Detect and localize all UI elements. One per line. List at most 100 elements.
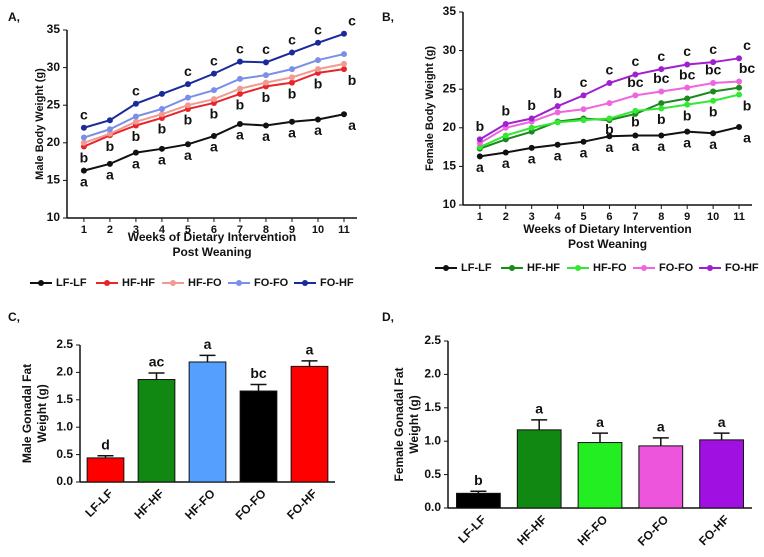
significance-letter: a xyxy=(184,147,192,163)
significance-letter: b xyxy=(158,121,167,137)
marker xyxy=(340,66,347,73)
marker xyxy=(340,51,347,58)
significance-letter: a xyxy=(554,147,562,163)
marker xyxy=(314,66,321,73)
significance-letter: a xyxy=(236,127,244,143)
y-tick-label: 25 xyxy=(443,81,457,95)
x-tick-label: 2 xyxy=(107,224,113,236)
y-tick-label: 1.5 xyxy=(56,392,73,406)
x-tick-label: 3 xyxy=(133,224,139,236)
x-tick-label: 9 xyxy=(289,224,295,236)
x-tick-label: 4 xyxy=(555,211,562,223)
marker xyxy=(236,121,243,127)
marker xyxy=(502,149,509,156)
marker xyxy=(236,85,243,92)
legend-marker xyxy=(38,280,44,286)
significance-letter: a xyxy=(718,414,726,430)
marker xyxy=(658,66,665,73)
marker xyxy=(132,149,139,156)
marker xyxy=(106,126,113,133)
y-tick-label: 35 xyxy=(47,22,61,36)
x-tick-label: HF-FO xyxy=(182,486,218,522)
marker xyxy=(80,167,87,174)
marker xyxy=(554,109,561,116)
legend-label: FO-HF xyxy=(725,262,759,274)
error-bar xyxy=(470,490,487,494)
x-tick-label: 11 xyxy=(733,211,745,223)
significance-letter: a xyxy=(502,155,510,171)
bar xyxy=(239,390,278,483)
significance-letter: b xyxy=(314,76,323,92)
marker xyxy=(288,79,295,86)
marker xyxy=(288,66,295,73)
significance-letter: c xyxy=(657,48,665,64)
significance-letter: c xyxy=(683,43,691,59)
panel-label: D, xyxy=(382,310,394,324)
significance-letter: a xyxy=(348,117,356,133)
marker xyxy=(632,92,639,99)
marker xyxy=(684,101,691,108)
marker xyxy=(340,111,347,118)
marker xyxy=(158,105,165,112)
y-tick-label: 30 xyxy=(443,43,457,57)
marker xyxy=(184,94,191,101)
marker xyxy=(736,91,743,98)
y-axis-label: Female Body Weight (g) xyxy=(424,46,436,171)
bar xyxy=(290,365,329,483)
significance-letter: b xyxy=(605,121,614,137)
x-tick-label: HF-HF xyxy=(514,512,549,547)
marker xyxy=(262,59,269,66)
y-tick-label: 20 xyxy=(47,135,61,149)
legend-label: HF-HF xyxy=(122,277,155,289)
x-tick-label: 7 xyxy=(632,211,638,223)
significance-letter: d xyxy=(101,436,110,452)
x-tick-label: FO-FO xyxy=(635,512,671,548)
y-tick-label: 1.0 xyxy=(424,433,441,447)
marker xyxy=(476,136,483,143)
significance-letter: a xyxy=(683,134,691,150)
marker xyxy=(184,102,191,109)
marker xyxy=(210,70,217,77)
marker xyxy=(314,57,321,64)
significance-letter: c xyxy=(236,40,244,56)
marker xyxy=(340,30,347,37)
significance-letter: c xyxy=(80,106,88,122)
marker xyxy=(262,72,269,79)
bar xyxy=(516,429,562,509)
marker xyxy=(528,124,535,131)
y-tick-label: 15 xyxy=(443,159,457,173)
x-tick-label: 11 xyxy=(338,224,350,236)
marker xyxy=(606,80,613,87)
marker xyxy=(632,71,639,78)
y-tick-label: 15 xyxy=(47,173,61,187)
error-bar xyxy=(199,354,216,362)
significance-letter: b xyxy=(474,472,483,488)
significance-letter: a xyxy=(631,138,639,154)
y-tick-label: 1.5 xyxy=(424,400,441,414)
significance-letter: bc xyxy=(679,66,696,82)
error-bar xyxy=(250,383,267,392)
legend-marker xyxy=(236,280,242,286)
marker xyxy=(710,80,717,87)
legend-label: HF-HF xyxy=(527,262,560,274)
y-tick-label: 10 xyxy=(47,210,61,224)
marker xyxy=(736,78,743,85)
significance-letter: c xyxy=(580,74,588,90)
significance-letter: bc xyxy=(250,365,267,381)
significance-letter: a xyxy=(204,336,212,352)
y-tick-label: 0.5 xyxy=(424,467,441,481)
x-tick-label: 1 xyxy=(81,224,87,236)
marker xyxy=(710,88,717,95)
x-tick-label: 10 xyxy=(312,224,324,236)
significance-letter: bc xyxy=(705,62,722,78)
x-tick-label: FO-HF xyxy=(284,486,320,522)
x-tick-label: LF-LF xyxy=(455,512,488,545)
significance-letter: b xyxy=(683,107,692,123)
x-tick-label: 8 xyxy=(658,211,664,223)
marker xyxy=(736,55,743,62)
significance-letter: c xyxy=(184,63,192,79)
marker xyxy=(684,128,691,135)
error-bar xyxy=(97,454,114,458)
marker xyxy=(210,133,217,140)
bar xyxy=(456,492,501,509)
